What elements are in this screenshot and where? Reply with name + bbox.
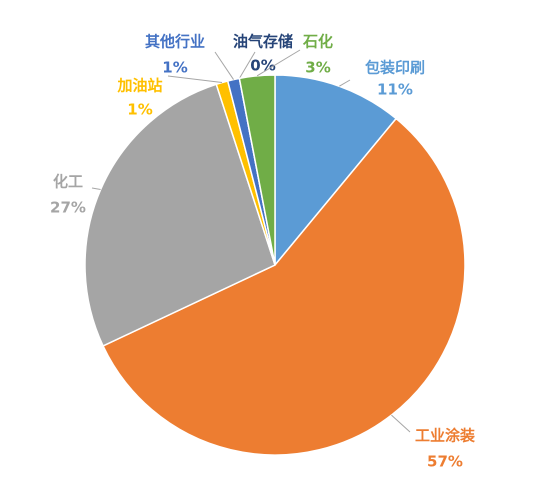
slice-label: 化工 bbox=[53, 173, 83, 191]
data-label: 1% bbox=[162, 59, 187, 77]
data-label: 11% bbox=[377, 81, 413, 99]
slice-label: 石化 bbox=[302, 33, 333, 51]
slice-label: 工业涂装 bbox=[415, 427, 476, 445]
leader-line bbox=[339, 79, 351, 87]
leader-line bbox=[238, 51, 256, 79]
data-label: 1% bbox=[127, 101, 152, 119]
slice-label: 其他行业 bbox=[145, 33, 205, 51]
data-label: 3% bbox=[305, 59, 330, 77]
leader-line bbox=[91, 187, 101, 191]
leader-line bbox=[214, 51, 234, 80]
pie-slice bbox=[84, 83, 276, 347]
data-label: 57% bbox=[427, 453, 463, 471]
data-label: 27% bbox=[50, 199, 86, 217]
leader-line bbox=[167, 75, 223, 84]
slice-label: 油气存储 bbox=[233, 33, 293, 51]
slice-label: 加油站 bbox=[116, 77, 162, 95]
pie-slice bbox=[102, 117, 466, 456]
slice-label: 包装印刷 bbox=[365, 59, 425, 77]
leader-line bbox=[256, 49, 301, 77]
leader-line bbox=[391, 414, 411, 433]
data-label: 0% bbox=[250, 57, 275, 75]
